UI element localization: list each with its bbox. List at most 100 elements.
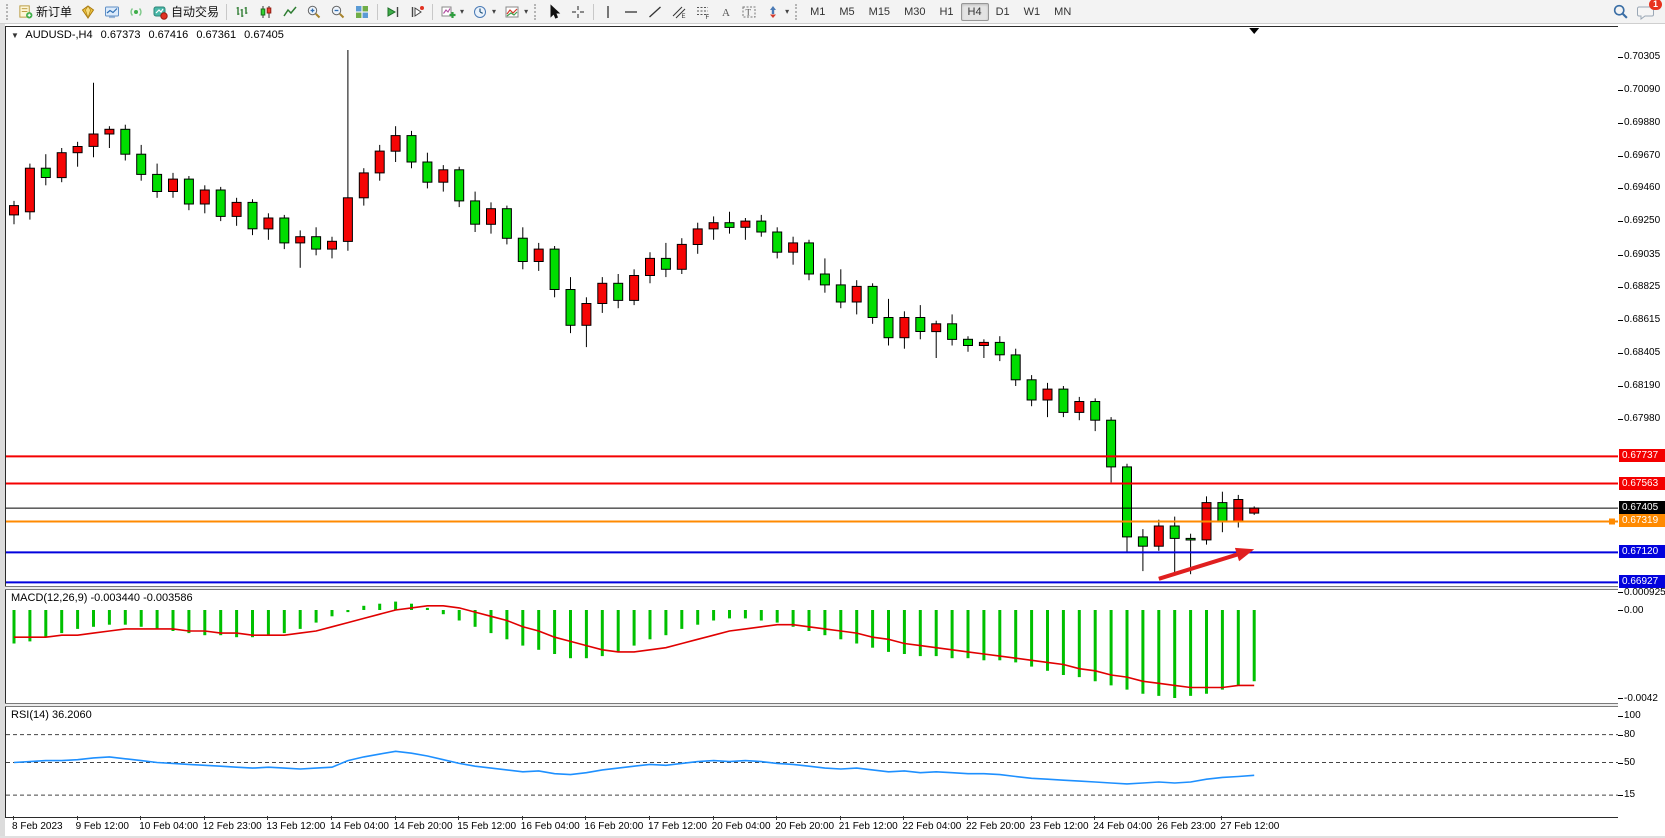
arrows-button[interactable]: ▾ <box>761 2 793 22</box>
panel-divider[interactable] <box>5 703 1618 707</box>
notifications-button[interactable]: 1 <box>1637 0 1662 20</box>
periods-button[interactable]: ▾ <box>468 2 500 22</box>
date-axis-tick <box>1221 816 1223 820</box>
window-bottom-edge <box>0 836 1665 838</box>
date-axis-tick <box>140 816 142 820</box>
indicators-button[interactable]: ▾ <box>436 2 468 22</box>
zoom-out-button[interactable] <box>326 2 350 22</box>
date-axis-label: 16 Feb 20:00 <box>584 821 644 832</box>
date-axis-label: 10 Feb 04:00 <box>139 821 199 832</box>
date-axis-tick <box>839 816 841 820</box>
chart-window: ▼ AUDUSD-,H4 0.67373 0.67416 0.67361 0.6… <box>0 24 1665 838</box>
price-axis-tick <box>1618 188 1623 190</box>
price-line-label: 0.67405 <box>1619 501 1665 515</box>
zoom-out-icon <box>331 5 345 18</box>
ohlc-open: 0.67373 <box>100 29 141 41</box>
text-label-icon: T <box>742 6 756 17</box>
notification-badge: 1 <box>1648 0 1662 10</box>
macd-axis-tick <box>1618 610 1623 611</box>
date-axis-label: 13 Feb 12:00 <box>266 821 326 832</box>
chart-symbol: AUDUSD-,H4 <box>25 29 93 41</box>
date-axis-tick <box>458 816 460 820</box>
equidistant-channel-button[interactable]: E <box>667 2 691 22</box>
chart-shift-button[interactable] <box>405 2 429 22</box>
chart-line-button[interactable] <box>278 2 302 22</box>
date-axis-tick <box>267 816 269 820</box>
date-axis-tick <box>903 816 905 820</box>
tf-h1-button[interactable]: H1 <box>939 5 954 18</box>
crosshair-icon <box>572 5 585 18</box>
signals-button[interactable] <box>124 2 148 22</box>
auto-scroll-button[interactable] <box>381 2 405 22</box>
tf-m30-button[interactable]: M30 <box>904 5 926 18</box>
date-axis-tick <box>13 816 14 820</box>
date-axis-tick <box>712 816 714 820</box>
search-icon[interactable] <box>1612 3 1629 20</box>
main-toolbar: 新订单 自动交易 <box>0 0 1665 24</box>
market-watch-button[interactable] <box>76 2 100 22</box>
date-axis-label: 20 Feb 04:00 <box>711 821 771 832</box>
autotrading-icon <box>153 6 168 20</box>
toolbar-grip[interactable] <box>534 3 540 20</box>
tf-m1-button[interactable]: M1 <box>810 5 826 18</box>
new-order-button[interactable]: 新订单 <box>14 2 76 22</box>
date-axis-label: 23 Feb 12:00 <box>1029 821 1089 832</box>
terminal-button[interactable] <box>100 2 124 22</box>
toolbar-grip[interactable] <box>795 3 801 20</box>
rsi-axis-tick <box>1618 734 1623 736</box>
tf-m15-button[interactable]: M15 <box>868 5 891 18</box>
horizontal-line-button[interactable] <box>619 2 643 22</box>
svg-text:A: A <box>722 7 730 19</box>
macd-panel[interactable] <box>6 590 1618 703</box>
date-axis-label: 27 Feb 12:00 <box>1220 821 1280 832</box>
date-axis-tick <box>1157 816 1159 820</box>
rsi-axis-label: 50 <box>1624 756 1636 768</box>
price-line-label: 0.67120 <box>1619 545 1665 559</box>
toolbar-separator <box>377 3 379 20</box>
panel-divider[interactable] <box>5 586 1618 590</box>
ohlc-close: 0.67405 <box>244 29 284 41</box>
template-icon <box>505 6 519 17</box>
chart-bars-button[interactable] <box>230 2 254 22</box>
vertical-line-button[interactable] <box>597 2 619 22</box>
autotrading-button[interactable]: 自动交易 <box>148 2 223 22</box>
price-axis-tick-label: 0.70090 <box>1624 84 1661 96</box>
price-axis-tick-label: 0.69880 <box>1624 117 1661 129</box>
price-chart-panel[interactable] <box>6 27 1618 586</box>
vertical-line-icon <box>607 5 609 18</box>
zoom-in-button[interactable] <box>302 2 326 22</box>
tile-windows-button[interactable] <box>350 2 374 22</box>
line-chart-icon <box>283 6 297 16</box>
date-axis-label: 24 Feb 04:00 <box>1093 821 1153 832</box>
cursor-button[interactable] <box>542 2 566 22</box>
price-axis-tick <box>1618 287 1623 289</box>
tf-d1-button[interactable]: D1 <box>995 5 1010 18</box>
trendline-button[interactable] <box>643 2 667 22</box>
toolbar-grip[interactable] <box>6 3 12 20</box>
collapse-triangle-icon[interactable]: ▼ <box>11 31 19 40</box>
fibonacci-button[interactable]: F <box>691 2 715 22</box>
chart-candles-button[interactable] <box>254 2 278 22</box>
text-label-button[interactable]: T <box>737 2 761 22</box>
price-axis-tick-label: 0.68190 <box>1624 379 1661 391</box>
templates-button[interactable]: ▾ <box>500 2 532 22</box>
text-button[interactable]: A <box>715 2 737 22</box>
new-order-icon <box>19 5 33 19</box>
macd-axis-label: 0.00 <box>1624 605 1644 616</box>
macd-label: MACD(12,26,9) -0.003440 -0.003586 <box>11 592 193 604</box>
dropdown-caret-icon: ▾ <box>492 7 497 16</box>
chart-shift-icon <box>411 5 425 17</box>
toolbar-right-group: 1 <box>1612 0 1662 20</box>
tf-mn-button[interactable]: MN <box>1054 5 1072 18</box>
tf-w1-button[interactable]: W1 <box>1023 5 1041 18</box>
macd-axis-label: -0.0042 <box>1624 693 1658 704</box>
date-axis-tick <box>776 816 778 820</box>
price-axis-tick-label: 0.70305 <box>1624 51 1661 63</box>
rsi-label: RSI(14) 36.2060 <box>11 709 92 721</box>
date-axis-tick <box>1094 816 1096 820</box>
tf-m5-button[interactable]: M5 <box>839 5 855 18</box>
date-axis-tick <box>1030 816 1032 820</box>
rsi-panel[interactable] <box>6 707 1618 817</box>
crosshair-button[interactable] <box>566 2 590 22</box>
tf-h4-button[interactable]: H4 <box>960 2 989 21</box>
